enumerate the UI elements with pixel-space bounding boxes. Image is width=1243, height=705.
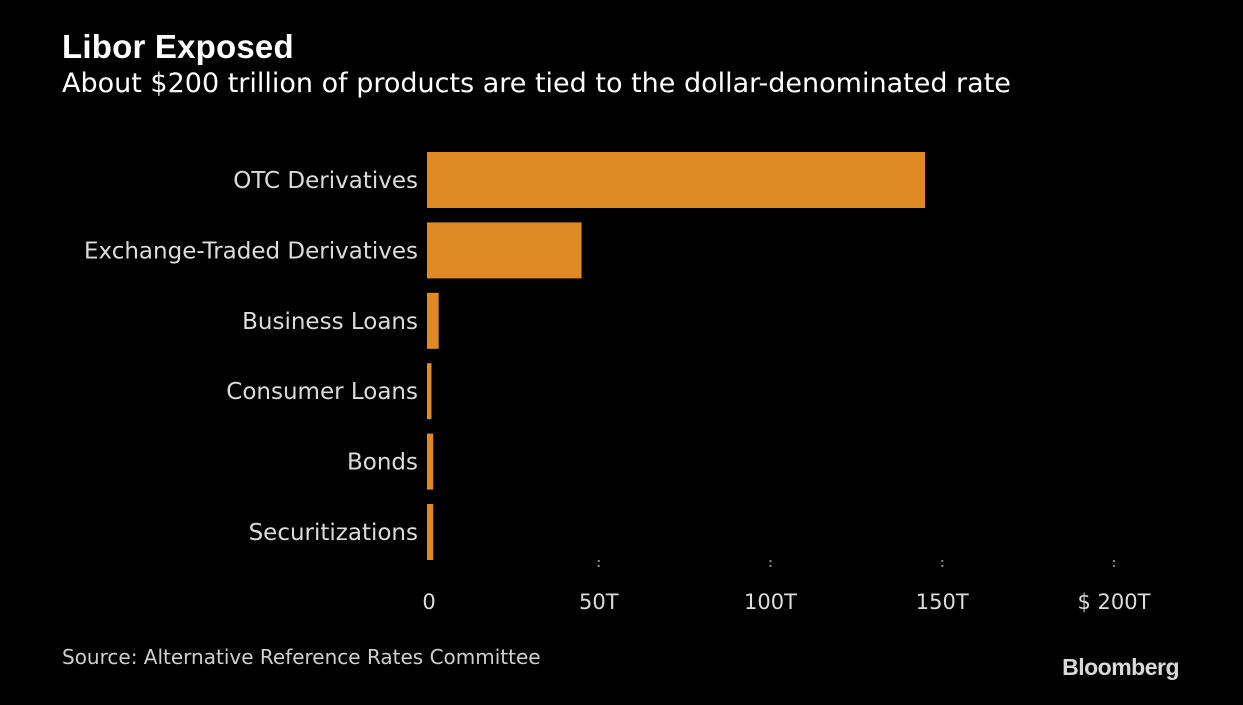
category-label-0: OTC Derivatives: [233, 168, 418, 194]
category-label-1: Exchange-Traded Derivatives: [84, 238, 418, 264]
x-tick-label-3: 150T: [916, 590, 969, 614]
chart-title: Libor Exposed: [62, 28, 294, 65]
category-label-3: Consumer Loans: [226, 379, 418, 405]
category-label-2: Business Loans: [242, 309, 418, 335]
x-tick-label-4: $ 200T: [1078, 590, 1151, 614]
bar-3: [427, 363, 432, 420]
bar-2: [427, 292, 439, 349]
bar-4: [427, 433, 434, 490]
bar-0: [427, 152, 926, 208]
source-note: Source: Alternative Reference Rates Comm…: [62, 645, 541, 669]
x-tick-label-1: 50T: [579, 590, 619, 614]
bloomberg-logo: Bloomberg: [1062, 654, 1179, 680]
x-tick-label-2: 100T: [744, 590, 797, 614]
category-label-5: Securitizations: [249, 520, 418, 546]
chart-subtitle: About $200 trillion of products are tied…: [62, 68, 1011, 99]
x-tick-label-0: 0: [422, 590, 435, 614]
bar-5: [427, 504, 434, 560]
category-label-4: Bonds: [347, 450, 418, 476]
bar-1: [427, 222, 582, 279]
